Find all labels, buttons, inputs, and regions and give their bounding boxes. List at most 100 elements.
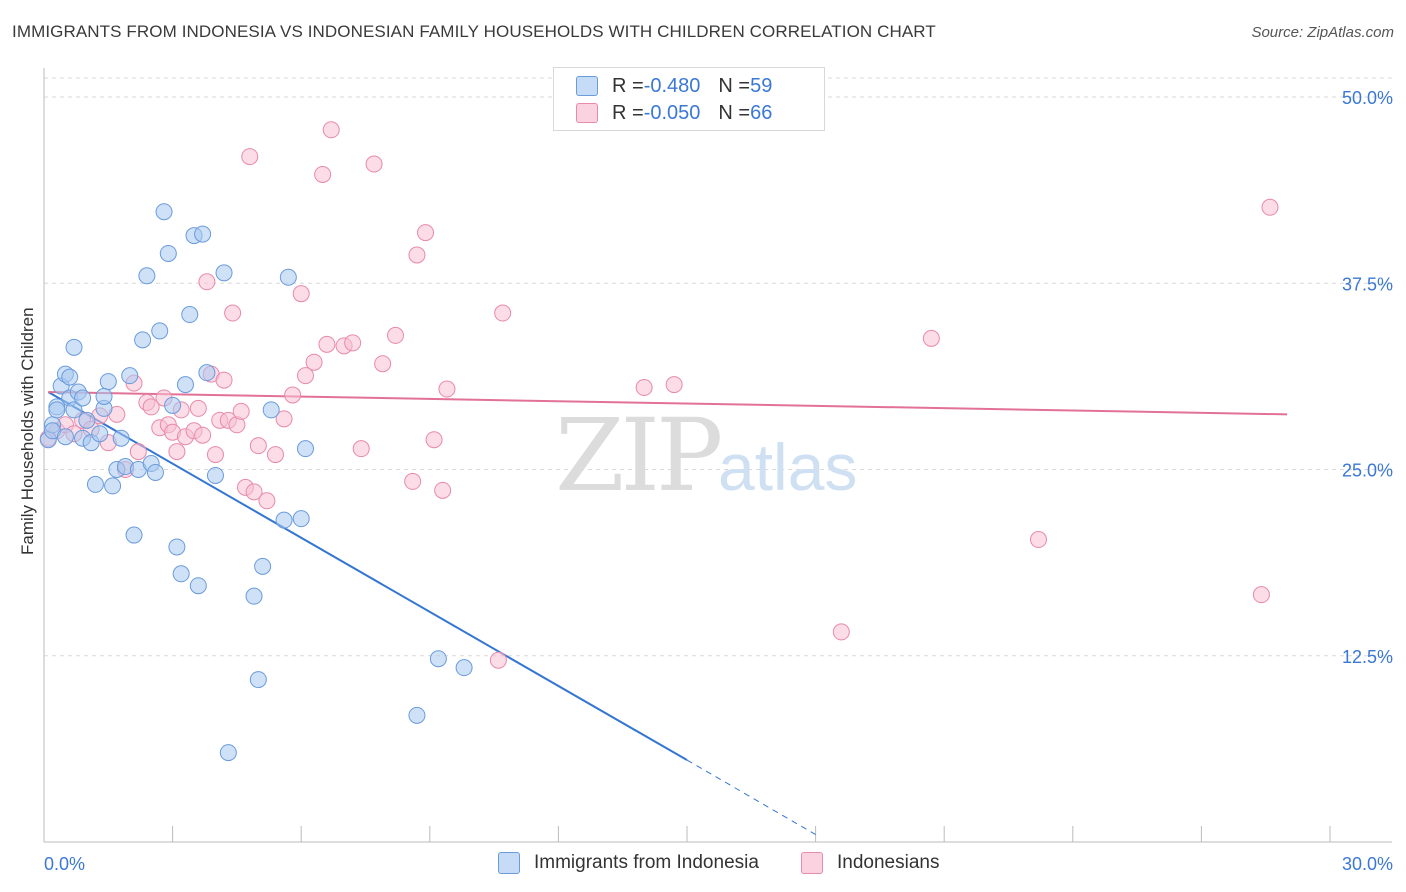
data-point bbox=[305, 353, 323, 371]
data-point bbox=[99, 373, 117, 391]
data-point bbox=[1030, 531, 1048, 549]
data-point bbox=[176, 376, 194, 394]
legend-swatch-blue bbox=[576, 76, 598, 96]
trendline-extension-0 bbox=[686, 759, 816, 835]
data-point bbox=[232, 402, 250, 420]
data-point bbox=[344, 334, 362, 352]
legend-item-immigrants[interactable]: Immigrants from Indonesia bbox=[498, 852, 759, 874]
data-point bbox=[86, 475, 104, 493]
data-point bbox=[425, 431, 443, 449]
data-point bbox=[56, 428, 74, 446]
data-point bbox=[151, 322, 169, 340]
data-point bbox=[322, 121, 340, 139]
data-point bbox=[78, 411, 96, 429]
data-point bbox=[65, 338, 83, 356]
data-point bbox=[194, 426, 212, 444]
watermark-zip: ZIP bbox=[555, 397, 720, 514]
data-point bbox=[438, 380, 456, 398]
data-point bbox=[352, 440, 370, 458]
data-point bbox=[112, 429, 130, 447]
data-point bbox=[206, 446, 224, 464]
data-point bbox=[296, 367, 314, 385]
data-point bbox=[249, 671, 267, 689]
data-point bbox=[275, 511, 293, 529]
tick-labels: 12.5% 25.0% 37.5% 50.0% 0.0% 30.0% bbox=[44, 88, 1393, 874]
legend-label: Immigrants from Indonesia bbox=[534, 852, 759, 873]
data-point bbox=[387, 326, 405, 344]
data-point bbox=[155, 203, 173, 221]
data-point bbox=[241, 148, 259, 166]
data-point bbox=[665, 376, 683, 394]
data-point bbox=[245, 483, 263, 501]
data-point bbox=[489, 651, 507, 669]
data-point bbox=[417, 224, 435, 242]
legend-swatch-pink bbox=[576, 103, 598, 123]
data-point bbox=[159, 244, 177, 262]
data-point bbox=[172, 565, 190, 583]
data-point bbox=[266, 446, 284, 464]
data-point bbox=[279, 268, 297, 286]
legend-label: Indonesians bbox=[837, 852, 940, 873]
data-point bbox=[292, 285, 310, 303]
n-value: 66 bbox=[750, 101, 773, 124]
data-point bbox=[168, 443, 186, 461]
data-point bbox=[1261, 198, 1279, 216]
data-point bbox=[832, 623, 850, 641]
data-point bbox=[245, 587, 263, 605]
legend-item-indonesians[interactable]: Indonesians bbox=[801, 852, 939, 874]
trendline-0 bbox=[47, 391, 688, 761]
data-point bbox=[189, 577, 207, 595]
data-point bbox=[121, 367, 139, 385]
data-point bbox=[142, 398, 160, 416]
data-point bbox=[215, 371, 233, 389]
trendline-1 bbox=[48, 391, 1288, 416]
data-point bbox=[181, 306, 199, 324]
trendlines bbox=[47, 391, 1288, 835]
data-point bbox=[275, 410, 293, 428]
data-point bbox=[164, 396, 182, 414]
data-point bbox=[365, 155, 383, 173]
r-label: R = bbox=[612, 74, 644, 97]
data-point bbox=[198, 364, 216, 382]
n-label: N = bbox=[718, 74, 751, 97]
data-point bbox=[134, 331, 152, 349]
data-point bbox=[249, 437, 267, 455]
data-point bbox=[138, 267, 156, 285]
chart-title: IMMIGRANTS FROM INDONESIA VS INDONESIAN … bbox=[12, 22, 936, 41]
y-axis-label: Family Households with Children bbox=[18, 307, 37, 555]
data-point bbox=[104, 477, 122, 495]
data-point bbox=[224, 304, 242, 322]
data-point bbox=[296, 440, 314, 458]
data-point bbox=[258, 492, 276, 510]
series-legend: Immigrants from Indonesia Indonesians bbox=[0, 852, 1406, 878]
y-tick-label: 37.5% bbox=[1342, 274, 1393, 294]
data-point bbox=[404, 472, 422, 490]
stats-row-indonesians: R = -0.050 N = 66 bbox=[576, 100, 772, 126]
chart-source: Source: ZipAtlas.com bbox=[1251, 24, 1394, 41]
data-points bbox=[39, 121, 1279, 762]
x-tick-label-min: 0.0% bbox=[44, 854, 85, 874]
r-value: -0.480 bbox=[643, 74, 701, 97]
data-point bbox=[254, 557, 272, 575]
data-point bbox=[314, 165, 332, 183]
data-point bbox=[206, 466, 224, 484]
data-point bbox=[168, 538, 186, 556]
stats-legend: R = -0.480 N = 59 R = -0.050 N = 66 bbox=[553, 67, 825, 131]
data-point bbox=[194, 225, 212, 243]
data-point bbox=[455, 659, 473, 677]
data-point bbox=[189, 399, 207, 417]
data-point bbox=[408, 246, 426, 264]
data-point bbox=[125, 526, 143, 544]
data-point bbox=[129, 443, 147, 461]
data-point bbox=[219, 744, 237, 762]
data-point bbox=[48, 401, 66, 419]
y-tick-label: 25.0% bbox=[1342, 461, 1393, 481]
data-point bbox=[1252, 586, 1270, 604]
legend-swatch-pink bbox=[801, 852, 823, 874]
data-point bbox=[408, 706, 426, 724]
data-point bbox=[65, 401, 83, 419]
n-value: 59 bbox=[750, 74, 773, 97]
data-point bbox=[429, 650, 447, 668]
data-point bbox=[922, 329, 940, 347]
